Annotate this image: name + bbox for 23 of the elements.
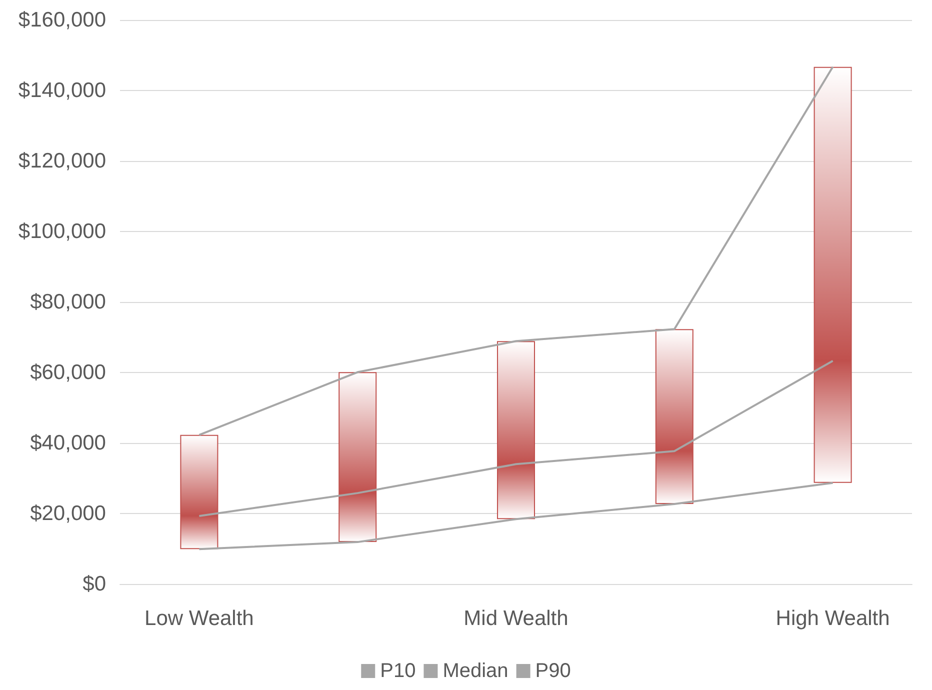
y-tick-label: $140,000 xyxy=(18,79,106,102)
bar xyxy=(497,341,535,520)
bar xyxy=(655,329,694,504)
legend-label: Median xyxy=(442,660,508,682)
y-tick-label: $120,000 xyxy=(18,150,106,172)
y-tick-label: $40,000 xyxy=(30,432,106,454)
y-tick-label: $20,000 xyxy=(30,502,106,525)
y-tick-label: $60,000 xyxy=(30,361,106,384)
x-tick-label: High Wealth xyxy=(776,607,890,630)
bar xyxy=(338,372,377,542)
bar xyxy=(814,66,852,483)
y-tick-label: $100,000 xyxy=(18,220,106,243)
y-tick-label: $80,000 xyxy=(30,290,106,314)
legend-label: P10 xyxy=(380,660,416,682)
y-tick-label: $0 xyxy=(82,572,106,596)
y-tick-label: $160,000 xyxy=(18,8,106,32)
line-series xyxy=(198,482,834,550)
line-series xyxy=(198,66,834,436)
line-series xyxy=(198,360,834,517)
x-tick-label: Low Wealth xyxy=(144,607,254,630)
x-tick-label: Mid Wealth xyxy=(464,607,568,630)
bar xyxy=(180,434,218,550)
legend-label: P90 xyxy=(535,660,571,682)
